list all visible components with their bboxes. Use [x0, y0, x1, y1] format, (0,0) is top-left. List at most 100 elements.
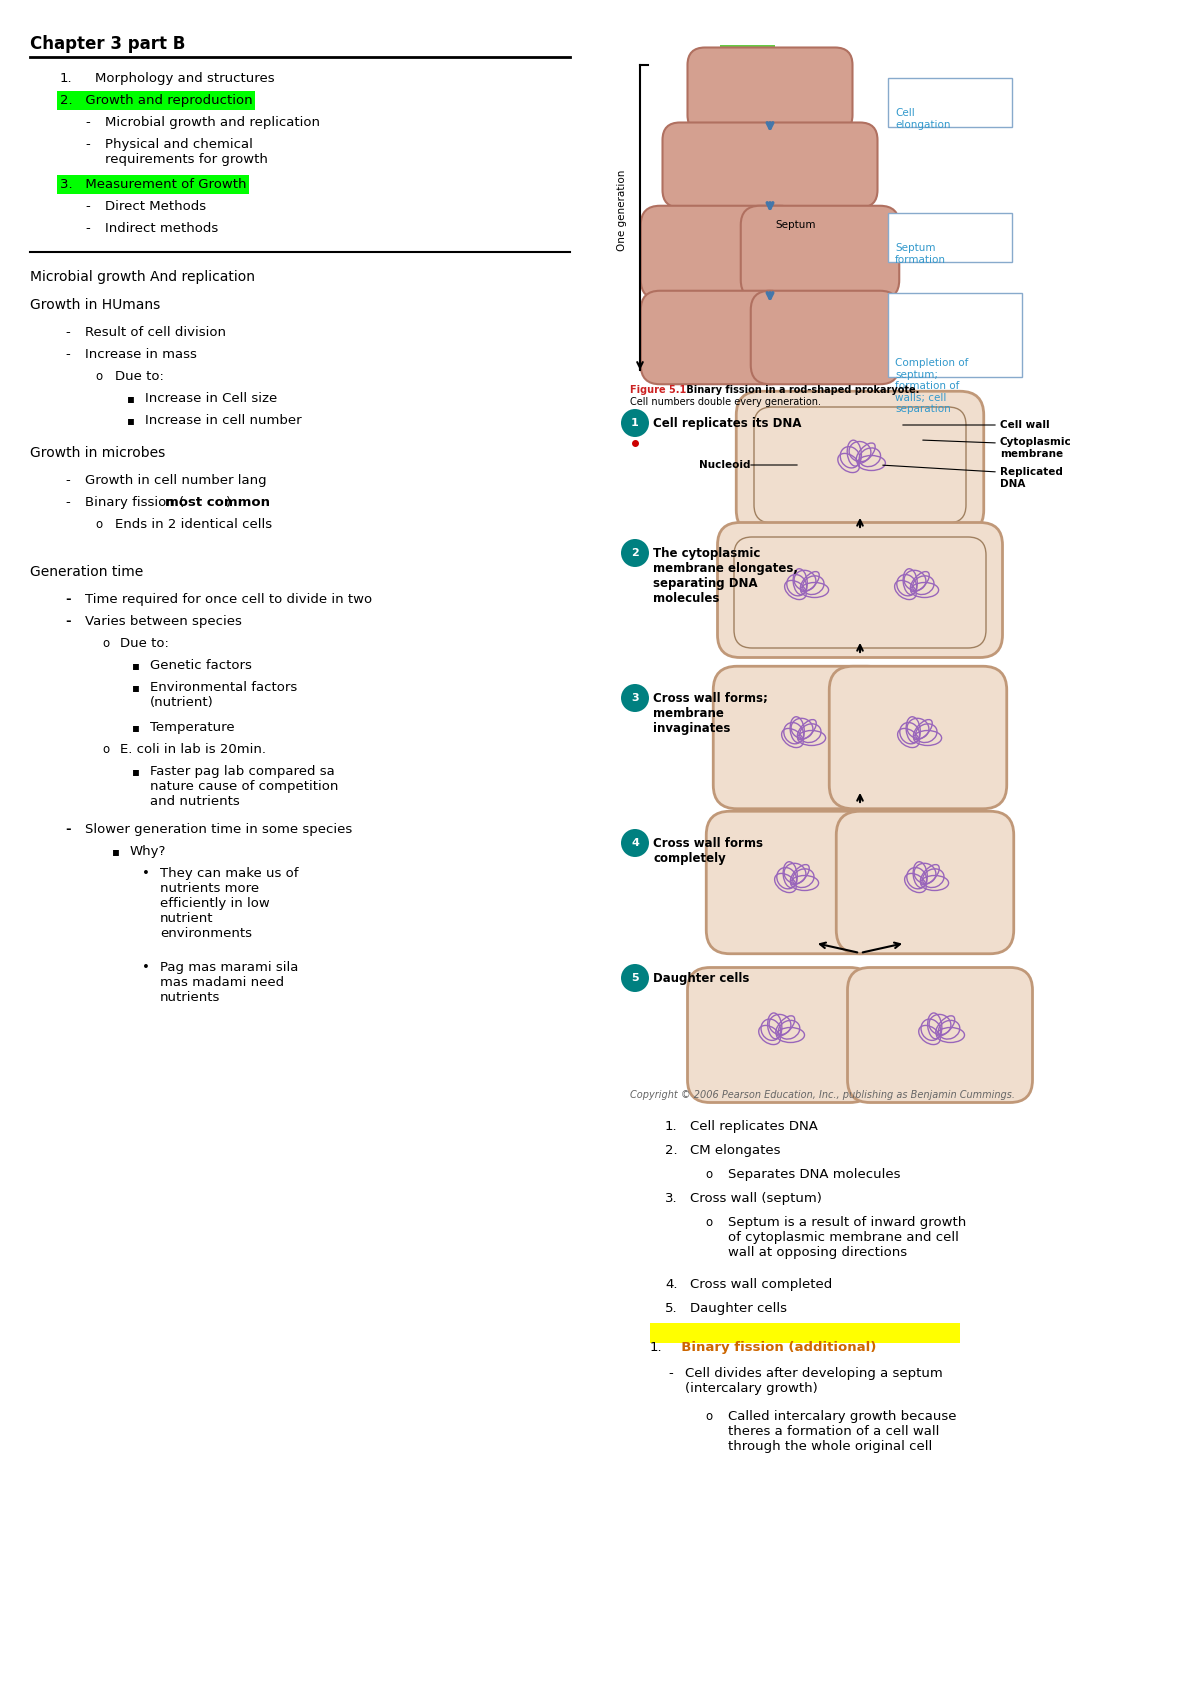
FancyBboxPatch shape [688, 48, 852, 132]
Text: o: o [95, 518, 102, 531]
FancyBboxPatch shape [888, 78, 1012, 127]
Text: Growth in microbes: Growth in microbes [30, 447, 166, 460]
Text: Septum
formation: Septum formation [895, 243, 946, 265]
Text: o: o [706, 1168, 712, 1182]
Text: Cell numbers double every generation.: Cell numbers double every generation. [630, 397, 821, 408]
FancyBboxPatch shape [829, 666, 1007, 808]
Text: ▪: ▪ [132, 659, 140, 672]
Text: Pag mas marami sila
mas madami need
nutrients: Pag mas marami sila mas madami need nutr… [160, 961, 299, 1004]
Text: o: o [706, 1216, 712, 1229]
Text: Growth in cell number lang: Growth in cell number lang [85, 474, 266, 487]
Bar [650, 1323, 960, 1343]
FancyBboxPatch shape [888, 294, 1022, 377]
Text: Due to:: Due to: [120, 637, 169, 650]
Text: One generation: One generation [617, 170, 628, 251]
Text: Cross wall completed: Cross wall completed [690, 1279, 833, 1290]
Circle shape [622, 538, 649, 567]
Text: Physical and chemical
requirements for growth: Physical and chemical requirements for g… [106, 138, 268, 166]
Text: ): ) [226, 496, 230, 509]
Text: Figure 5.1: Figure 5.1 [630, 385, 686, 396]
Text: -: - [85, 138, 90, 151]
Text: Indirect methods: Indirect methods [106, 222, 218, 234]
Text: Chapter 3 part B: Chapter 3 part B [30, 36, 185, 53]
Text: Increase in cell number: Increase in cell number [145, 414, 301, 426]
Text: Binary fission (: Binary fission ( [85, 496, 184, 509]
Text: Cell
elongation: Cell elongation [895, 109, 950, 129]
Text: -: - [65, 326, 70, 340]
Text: Nucleoid: Nucleoid [698, 460, 750, 470]
Circle shape [622, 964, 649, 992]
Text: Called intercalary growth because
theres a formation of a cell wall
through the : Called intercalary growth because theres… [728, 1409, 956, 1453]
Text: -: - [65, 615, 71, 628]
Text: o: o [102, 637, 109, 650]
Text: ▪: ▪ [127, 414, 134, 426]
Text: -: - [65, 824, 71, 835]
Text: Result of cell division: Result of cell division [85, 326, 226, 340]
Text: E. coli in lab is 20min.: E. coli in lab is 20min. [120, 744, 266, 756]
Text: Septum is a result of inward growth
of cytoplasmic membrane and cell
wall at opp: Septum is a result of inward growth of c… [728, 1216, 966, 1258]
Text: -: - [65, 496, 70, 509]
FancyBboxPatch shape [713, 666, 890, 808]
Text: Cytoplasmic
membrane: Cytoplasmic membrane [1000, 436, 1072, 458]
Text: -: - [668, 1367, 673, 1380]
Text: •: • [142, 961, 150, 975]
Text: ▪: ▪ [127, 392, 134, 406]
Text: The cytoplasmic
membrane elongates,
separating DNA
molecules: The cytoplasmic membrane elongates, sepa… [653, 547, 798, 604]
Text: o: o [95, 370, 102, 384]
Text: 2.: 2. [665, 1144, 678, 1156]
Text: Due to:: Due to: [115, 370, 164, 384]
Text: 4.: 4. [665, 1279, 678, 1290]
FancyBboxPatch shape [688, 968, 872, 1102]
FancyBboxPatch shape [737, 391, 984, 533]
FancyBboxPatch shape [751, 290, 899, 384]
Text: Genetic factors: Genetic factors [150, 659, 252, 672]
Text: •: • [142, 868, 150, 880]
FancyBboxPatch shape [888, 212, 1012, 261]
Text: 1.: 1. [665, 1121, 678, 1133]
Text: Ends in 2 identical cells: Ends in 2 identical cells [115, 518, 272, 531]
Text: Separates DNA molecules: Separates DNA molecules [728, 1168, 900, 1182]
Text: Cross wall (septum): Cross wall (septum) [690, 1192, 822, 1206]
Text: 2.   Growth and reproduction: 2. Growth and reproduction [60, 93, 253, 107]
Text: Daughter cells: Daughter cells [690, 1302, 787, 1314]
Text: Microbial growth and replication: Microbial growth and replication [106, 115, 320, 129]
FancyBboxPatch shape [707, 812, 883, 954]
Text: ▪: ▪ [132, 766, 140, 778]
FancyBboxPatch shape [662, 122, 877, 207]
FancyBboxPatch shape [641, 205, 799, 299]
Text: Varies between species: Varies between species [85, 615, 242, 628]
Text: most common: most common [166, 496, 270, 509]
Text: Increase in Cell size: Increase in Cell size [145, 392, 277, 406]
Text: -: - [65, 348, 70, 362]
Text: -: - [65, 474, 70, 487]
Text: Generation time: Generation time [30, 565, 143, 579]
Text: o: o [706, 1409, 712, 1423]
Text: o: o [102, 744, 109, 756]
Text: Copyright © 2006 Pearson Education, Inc., publishing as Benjamin Cummings.: Copyright © 2006 Pearson Education, Inc.… [630, 1090, 1015, 1100]
Text: 4: 4 [631, 839, 638, 847]
Text: Temperature: Temperature [150, 722, 235, 734]
Text: CM elongates: CM elongates [690, 1144, 780, 1156]
Text: Microbial growth And replication: Microbial growth And replication [30, 270, 256, 284]
Text: Binary fission in a rod-shaped prokaryote.: Binary fission in a rod-shaped prokaryot… [683, 385, 919, 396]
Text: Cell divides after developing a septum
(intercalary growth): Cell divides after developing a septum (… [685, 1367, 943, 1396]
Text: Daughter cells: Daughter cells [653, 971, 749, 985]
Circle shape [622, 409, 649, 436]
Text: Increase in mass: Increase in mass [85, 348, 197, 362]
FancyBboxPatch shape [718, 523, 1002, 657]
FancyBboxPatch shape [836, 812, 1014, 954]
Text: Faster pag lab compared sa
nature cause of competition
and nutrients: Faster pag lab compared sa nature cause … [150, 766, 338, 808]
Text: Time required for once cell to divide in two: Time required for once cell to divide in… [85, 593, 372, 606]
Text: Septum: Septum [775, 221, 816, 229]
Circle shape [622, 829, 649, 857]
Text: 3.: 3. [665, 1192, 678, 1206]
Text: -: - [85, 115, 90, 129]
Text: Why?: Why? [130, 846, 167, 857]
Text: ▪: ▪ [132, 681, 140, 694]
Text: Cross wall forms;
membrane
invaginates: Cross wall forms; membrane invaginates [653, 693, 768, 735]
Text: Cross wall forms
completely: Cross wall forms completely [653, 837, 763, 864]
Text: ▪: ▪ [132, 722, 140, 734]
Text: Growth in HUmans: Growth in HUmans [30, 299, 161, 312]
Text: Cell replicates DNA: Cell replicates DNA [690, 1121, 818, 1133]
FancyBboxPatch shape [847, 968, 1032, 1102]
